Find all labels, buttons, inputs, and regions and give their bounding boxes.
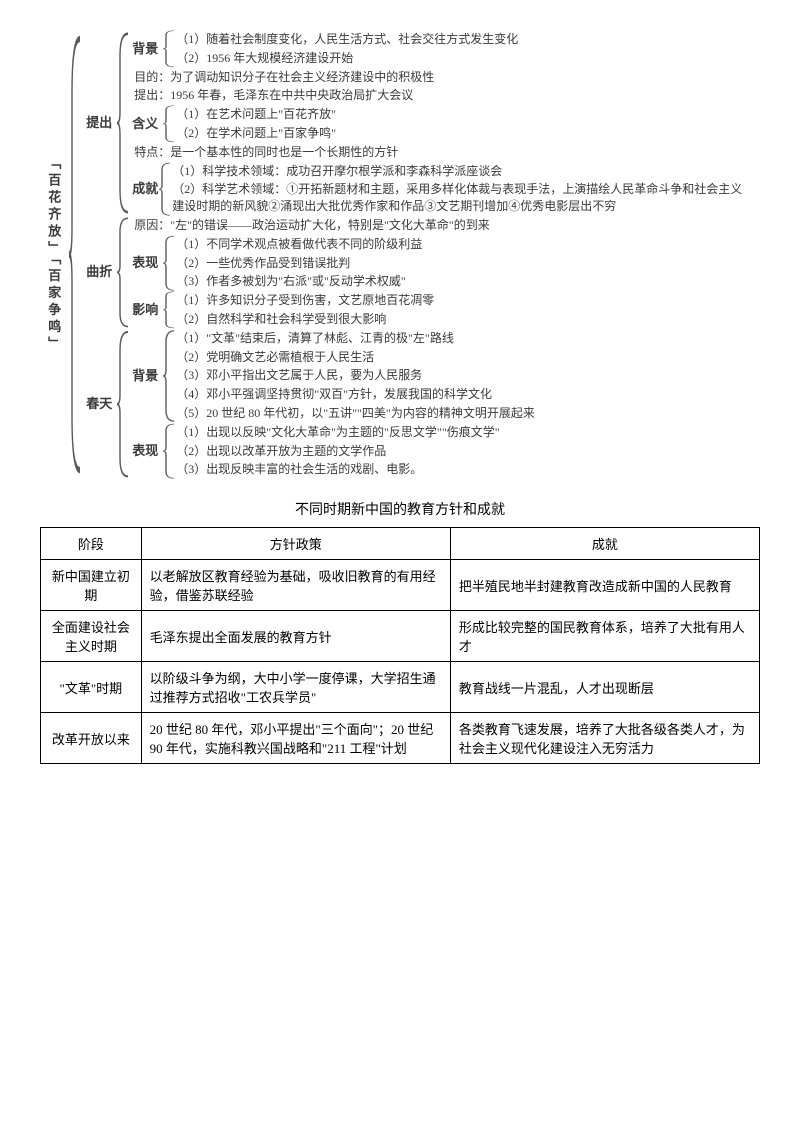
subgroup-label: 含义 [130,105,160,143]
brace-icon [162,30,176,68]
diagram-line: 原因："左"的错误——政治运动扩大化，特别是"文化大革命"的到来 [130,216,490,235]
table-row: 改革开放以来20 世纪 80 年代，邓小平提出"三个面向"；20 世纪 90 年… [41,713,760,764]
table-cell: 以阶级斗争为纲，大中小学一度停课，大学招生通过推荐方式招收"工农兵学员" [141,662,450,713]
diagram-line: （3）作者多被划为"右派"或"反动学术权威" [176,272,422,291]
diagram-line: （1）许多知识分子受到伤害，文艺原地百花凋零 [176,291,434,310]
subgroup-label: 影响 [130,291,160,329]
brace-icon [162,105,176,143]
section: 春天背景 （1）"文革"结束后，清算了林彪、江青的极"左"路线（2）党明确文艺必需… [82,329,758,479]
section-label: 提出 [84,30,114,216]
table-cell: "文革"时期 [41,662,142,713]
table-cell: 教育战线一片混乱，人才出现断层 [450,662,759,713]
table-cell: 改革开放以来 [41,713,142,764]
table-cell: 20 世纪 80 年代，邓小平提出"三个面向"；20 世纪 90 年代，实施科教… [141,713,450,764]
brace-icon [162,291,176,329]
subgroup-label: 背景 [130,329,160,423]
table-title: 不同时期新中国的教育方针和成就 [40,499,760,519]
main-brace-group: 提出背景（1）随着社会制度变化，人民生活方式、社会交往方式发生变化（2）1956… [66,30,760,479]
diagram-line: （2）在学术问题上"百家争鸣" [176,124,336,143]
brace-icon [116,216,130,329]
subgroup: 表现 （1）出现以反映"文化大革命"为主题的"反思文学""伤痕文学"（2）出现以改… [130,423,537,479]
table-cell: 毛泽东提出全面发展的教育方针 [141,611,450,662]
diagram-line: （1）"文革"结束后，清算了林彪、江青的极"左"路线 [176,329,535,348]
brace-icon [116,329,130,479]
brace-icon [68,30,82,479]
subgroup: 背景 （1）随着社会制度变化，人民生活方式、社会交往方式发生变化（2）1956 年… [130,30,754,68]
table-body: 新中国建立初期以老解放区教育经验为基础，吸收旧教育的有用经验，借鉴苏联经验把半殖… [41,560,760,764]
diagram-line: （3）邓小平指出文艺属于人民，要为人民服务 [176,366,535,385]
section: 曲折原因："左"的错误——政治运动扩大化，特别是"文化大革命"的到来表现 （1）不… [82,216,758,329]
subgroup-label: 背景 [130,30,160,68]
table-cell: 形成比较完整的国民教育体系，培养了大批有用人才 [450,611,759,662]
subgroup-label: 表现 [130,423,160,479]
diagram-line: （2）一些优秀作品受到错误批判 [176,254,422,273]
sections-container: 提出背景（1）随着社会制度变化，人民生活方式、社会交往方式发生变化（2）1956… [82,30,758,479]
subgroup: 成就 （1）科学技术领域：成功召开摩尔根学派和李森科学派座谈会（2）科学艺术领域：… [130,162,754,216]
brace-icon [116,30,130,216]
diagram-line: （2）自然科学和社会科学受到很大影响 [176,310,434,329]
diagram-line: 特点：是一个基本性的同时也是一个长期性的方针 [130,143,754,162]
table-row: 全面建设社会主义时期毛泽东提出全面发展的教育方针形成比较完整的国民教育体系，培养… [41,611,760,662]
diagram-line: （2）1956 年大规模经济建设开始 [176,49,518,68]
subgroup: 背景 （1）"文革"结束后，清算了林彪、江青的极"左"路线（2）党明确文艺必需植根… [130,329,537,423]
table-cell: 全面建设社会主义时期 [41,611,142,662]
brace-icon [158,162,172,216]
table-cell: 新中国建立初期 [41,560,142,611]
diagram-line: 目的：为了调动知识分子在社会主义经济建设中的积极性 [130,68,754,87]
table-row: 新中国建立初期以老解放区教育经验为基础，吸收旧教育的有用经验，借鉴苏联经验把半殖… [41,560,760,611]
diagram-line: 提出：1956 年春，毛泽东在中共中央政治局扩大会议 [130,86,754,105]
table-header-cell: 阶段 [41,528,142,560]
section-label: 曲折 [84,216,114,329]
diagram-line: （2）科学艺术领域：①开拓新题材和主题，采用多样化体裁与表现手法，上演描绘人民革… [172,180,752,216]
table-header-row: 阶段方针政策成就 [41,528,760,560]
table-cell: 各类教育飞速发展，培养了大批各级各类人才，为社会主义现代化建设注入无穷活力 [450,713,759,764]
subgroup-label: 表现 [130,235,160,291]
concept-diagram: 「百花齐放」「百家争鸣」 提出背景（1）随着社会制度变化，人民生活方式、社会交往… [40,30,760,479]
diagram-line: （1）科学技术领域：成功召开摩尔根学派和李森科学派座谈会 [172,162,752,181]
table-cell: 把半殖民地半封建教育改造成新中国的人民教育 [450,560,759,611]
subgroup: 影响 （1）许多知识分子受到伤害，文艺原地百花凋零（2）自然科学和社会科学受到很大… [130,291,490,329]
diagram-line: （1）出现以反映"文化大革命"为主题的"反思文学""伤痕文学" [176,423,499,442]
diagram-line: （5）20 世纪 80 年代初，以"五讲""四美"为内容的精神文明开展起来 [176,404,535,423]
diagram-title: 「百花齐放」「百家争鸣」 [40,30,66,479]
subgroup: 含义 （1）在艺术问题上"百花齐放"（2）在学术问题上"百家争鸣" [130,105,754,143]
diagram-line: （1）在艺术问题上"百花齐放" [176,105,336,124]
diagram-line: （1）不同学术观点被看做代表不同的阶级利益 [176,235,422,254]
table-cell: 以老解放区教育经验为基础，吸收旧教育的有用经验，借鉴苏联经验 [141,560,450,611]
diagram-line: （3）出现反映丰富的社会生活的戏剧、电影。 [176,460,499,479]
table-row: "文革"时期以阶级斗争为纲，大中小学一度停课，大学招生通过推荐方式招收"工农兵学… [41,662,760,713]
diagram-line: （2）党明确文艺必需植根于人民生活 [176,348,535,367]
diagram-line: （1）随着社会制度变化，人民生活方式、社会交往方式发生变化 [176,30,518,49]
education-table: 阶段方针政策成就 新中国建立初期以老解放区教育经验为基础，吸收旧教育的有用经验，… [40,527,760,764]
table-header-cell: 方针政策 [141,528,450,560]
section-label: 春天 [84,329,114,479]
brace-icon [162,235,176,291]
subgroup-label: 成就 [130,162,156,216]
table-header-cell: 成就 [450,528,759,560]
diagram-line: （2）出现以改革开放为主题的文学作品 [176,442,499,461]
diagram-line: （4）邓小平强调坚持贯彻"双百"方针，发展我国的科学文化 [176,385,535,404]
brace-icon [162,423,176,479]
brace-icon [162,329,176,423]
subgroup: 表现 （1）不同学术观点被看做代表不同的阶级利益（2）一些优秀作品受到错误批判（3… [130,235,490,291]
section: 提出背景 （1）随着社会制度变化，人民生活方式、社会交往方式发生变化（2）1956… [82,30,758,216]
